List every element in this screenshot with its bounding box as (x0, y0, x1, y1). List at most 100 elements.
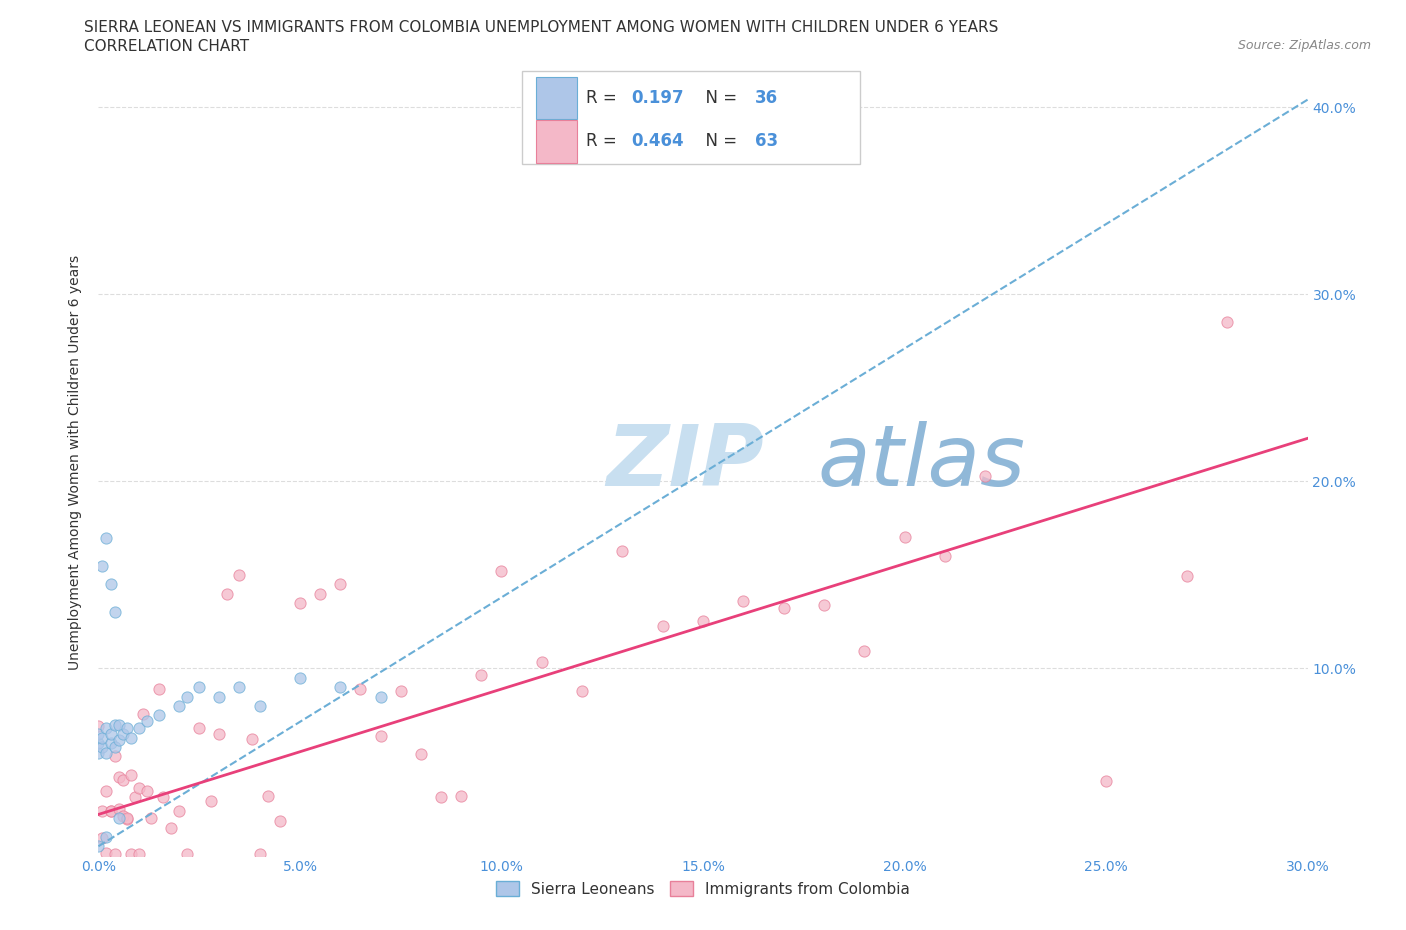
Text: 0.197: 0.197 (631, 89, 685, 107)
Point (107, 802, 129, 817)
Point (87, 726, 110, 741)
Point (96, 783, 118, 798)
Text: N =: N = (695, 89, 742, 107)
Point (100, 804, 122, 818)
Point (96, 830, 118, 844)
Point (120, 730, 142, 745)
Point (100, 736, 122, 751)
Point (450, 789, 472, 804)
Point (91, 830, 114, 845)
Point (103, 739, 125, 754)
Point (107, 717, 129, 732)
Point (200, 793, 222, 808)
Point (87, 839, 110, 854)
Text: R =: R = (586, 132, 621, 151)
Point (692, 614, 714, 629)
Point (733, 593, 755, 608)
Point (188, 721, 211, 736)
Text: CORRELATION CHART: CORRELATION CHART (84, 39, 249, 54)
Point (491, 564, 513, 578)
Point (103, 749, 125, 764)
Text: Source: ZipAtlas.com: Source: ZipAtlas.com (1237, 39, 1371, 52)
Point (288, 671, 311, 685)
Text: ZIP: ZIP (606, 421, 763, 504)
Text: SIERRA LEONEAN VS IMMIGRANTS FROM COLOMBIA UNEMPLOYMENT AMONG WOMEN WITH CHILDRE: SIERRA LEONEAN VS IMMIGRANTS FROM COLOMB… (84, 20, 998, 35)
Point (370, 689, 392, 704)
Point (100, 804, 122, 818)
Point (188, 680, 211, 695)
Point (853, 644, 876, 658)
Point (87, 736, 110, 751)
Y-axis label: Unemployment Among Women with Children Under 6 years: Unemployment Among Women with Children U… (69, 255, 83, 671)
Point (96, 845, 118, 860)
Point (120, 846, 142, 861)
Point (111, 808, 134, 823)
Point (107, 811, 129, 826)
Point (115, 812, 138, 827)
Point (96, 745, 118, 760)
Text: 36: 36 (755, 89, 778, 107)
Point (87, 719, 110, 734)
Point (389, 684, 412, 698)
Legend: Sierra Leoneans, Immigrants from Colombia: Sierra Leoneans, Immigrants from Colombi… (489, 875, 917, 903)
Point (120, 768, 142, 783)
Point (103, 604, 125, 619)
Point (651, 619, 673, 634)
Point (91, 730, 114, 745)
Point (1095, 774, 1118, 789)
Point (217, 586, 239, 601)
Point (470, 668, 492, 683)
Point (208, 726, 231, 741)
Point (128, 846, 150, 861)
Point (135, 713, 157, 728)
Text: atlas: atlas (818, 421, 1026, 504)
Point (1216, 315, 1239, 330)
Text: 0.464: 0.464 (631, 132, 685, 151)
Point (139, 811, 162, 826)
Point (228, 680, 250, 695)
Point (256, 789, 278, 804)
Point (249, 698, 271, 713)
Point (152, 790, 174, 804)
Point (96, 530, 118, 545)
Point (87, 745, 110, 760)
Point (100, 726, 122, 741)
Point (249, 846, 271, 861)
Point (240, 731, 263, 746)
Point (91, 804, 114, 819)
Point (288, 595, 311, 610)
Point (430, 790, 453, 804)
Point (1175, 568, 1198, 583)
Text: 63: 63 (755, 132, 778, 151)
Text: N =: N = (695, 132, 742, 151)
Point (329, 680, 352, 695)
Point (167, 698, 190, 713)
Point (974, 469, 997, 484)
Point (107, 769, 129, 784)
Point (132, 707, 155, 722)
Point (100, 577, 122, 591)
Point (269, 814, 291, 829)
Point (309, 586, 332, 601)
Point (135, 784, 157, 799)
Point (167, 804, 190, 818)
FancyBboxPatch shape (536, 77, 578, 119)
Point (208, 689, 231, 704)
Point (128, 780, 150, 795)
Point (148, 708, 170, 723)
Point (934, 549, 956, 564)
Point (329, 577, 352, 591)
Point (148, 682, 170, 697)
Point (409, 746, 432, 761)
Point (107, 732, 129, 747)
Point (96, 721, 118, 736)
Point (612, 544, 634, 559)
Point (111, 726, 134, 741)
Point (103, 717, 125, 732)
Point (772, 601, 794, 616)
Point (349, 682, 371, 697)
FancyBboxPatch shape (536, 120, 578, 163)
Point (160, 820, 183, 835)
Point (813, 598, 835, 613)
Point (128, 721, 150, 736)
